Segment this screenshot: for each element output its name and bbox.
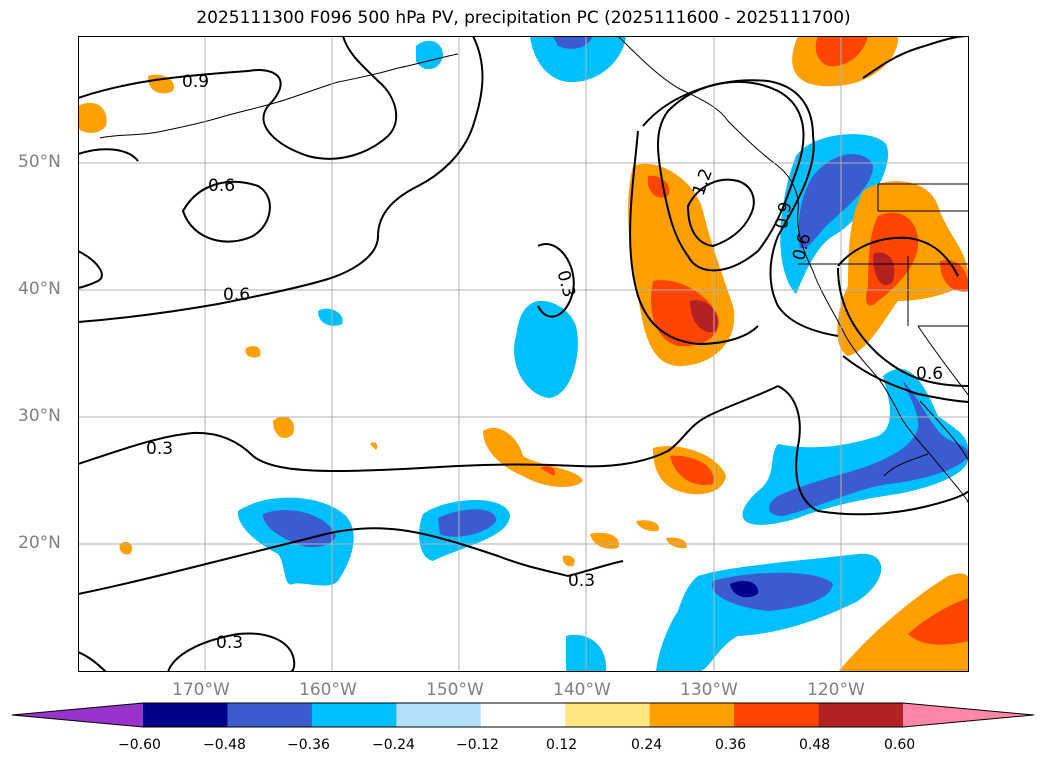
colorbar-segment [311, 703, 397, 727]
colorbar-tick-label: −0.60 [118, 737, 161, 753]
pv-contours [78, 36, 969, 672]
contour-label: 0.9 [772, 200, 796, 230]
lon-label-160W: 160°W [299, 680, 357, 700]
colorbar-tick-label: −0.36 [287, 737, 330, 753]
contour-label: 0.6 [223, 285, 250, 305]
colorbar-segment [734, 703, 820, 727]
colorbar-tick-label: 0.48 [799, 737, 831, 753]
lon-label-130W: 130°W [680, 680, 738, 700]
colorbar-segment [227, 703, 313, 727]
contour-label: 0.3 [216, 633, 243, 653]
colorbar-segment [396, 703, 482, 727]
lon-label-170W: 170°W [172, 680, 230, 700]
coastlines [99, 36, 969, 507]
colorbar-segments [12, 703, 1034, 727]
contour-label: 0.6 [208, 176, 235, 196]
precip-positive-regions [78, 36, 969, 672]
colorbar-tick-label: 0.12 [546, 737, 578, 753]
colorbar-segment [649, 703, 735, 727]
colorbar-tick-label: 0.60 [884, 737, 916, 753]
colorbar-tick-label: 0.36 [715, 737, 747, 753]
colorbar-segment [143, 703, 228, 727]
figure-title: 2025111300 F096 500 hPa PV, precipitatio… [196, 8, 851, 28]
colorbar-extend-high [903, 703, 1034, 727]
colorbar-segment [480, 703, 566, 727]
colorbar-tick-label: −0.12 [456, 737, 499, 753]
lon-label-140W: 140°W [553, 680, 611, 700]
colorbar-segment [565, 703, 651, 727]
contour-label: 0.9 [182, 72, 209, 92]
lat-label-20N: 20°N [18, 533, 61, 553]
contour-label: 0.3 [568, 571, 595, 591]
colorbar [11, 702, 1035, 728]
lat-label-40N: 40°N [18, 279, 61, 299]
contour-label: 1.2 [689, 166, 717, 198]
contour-label: 0.3 [146, 439, 173, 459]
colorbar-tick-label: −0.48 [203, 737, 246, 753]
lon-label-150W: 150°W [426, 680, 484, 700]
precip-negative-regions [237, 36, 969, 672]
colorbar-segment [818, 703, 904, 727]
colorbar-tick-label: −0.24 [372, 737, 415, 753]
lat-label-30N: 30°N [18, 406, 61, 426]
gridlines [78, 36, 969, 672]
lon-label-120W: 120°W [807, 680, 865, 700]
map-panel: 0.9 0.6 0.6 0.3 0.3 0.3 0.3 1.2 0.9 0.6 … [78, 36, 969, 672]
contour-label: 0.6 [916, 364, 943, 384]
colorbar-extend-low [12, 703, 143, 727]
lat-label-50N: 50°N [18, 152, 61, 172]
contour-label: 0.3 [553, 268, 579, 299]
colorbar-tick-label: 0.24 [631, 737, 663, 753]
